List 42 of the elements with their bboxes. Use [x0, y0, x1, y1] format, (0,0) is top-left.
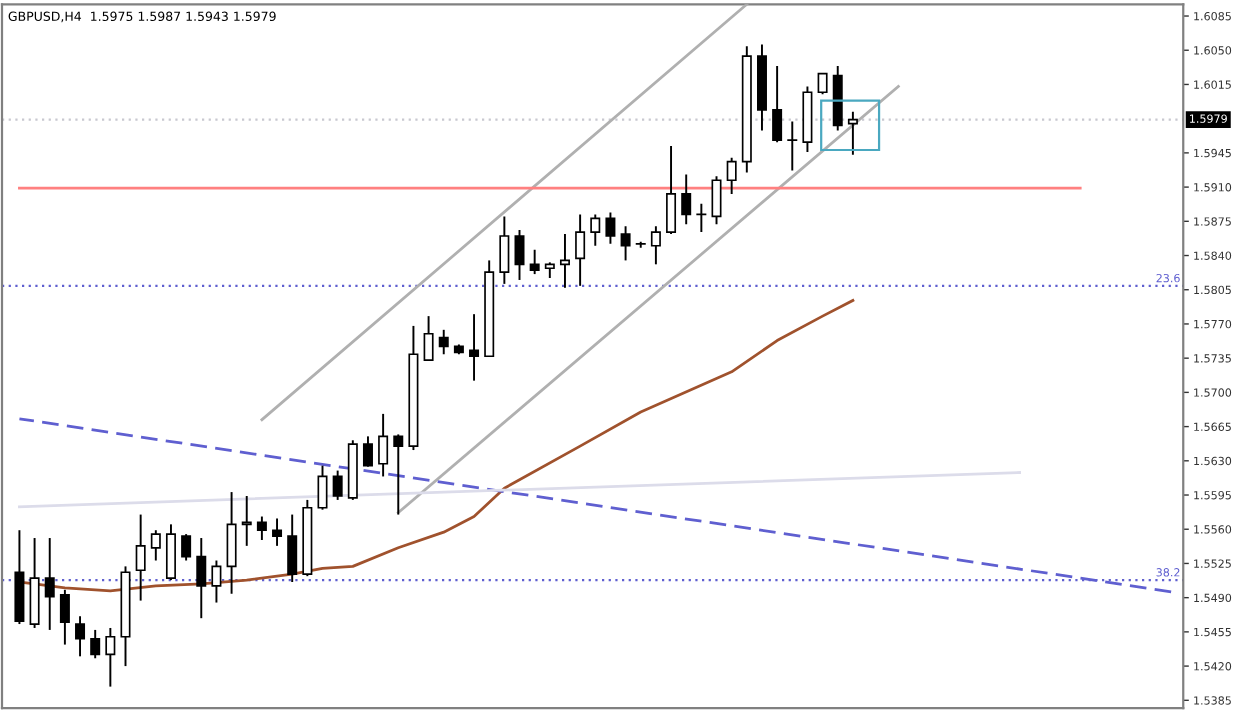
candlestick — [44, 537, 55, 631]
candlestick — [241, 495, 252, 547]
candlestick — [332, 469, 343, 501]
candlestick — [135, 513, 146, 602]
candlestick — [59, 588, 70, 646]
candlestick — [211, 559, 222, 604]
candlestick — [181, 533, 192, 562]
candlestick — [499, 215, 510, 285]
candlestick — [726, 156, 737, 195]
candlestick — [287, 513, 298, 583]
candlestick — [711, 175, 722, 226]
candlestick — [847, 110, 858, 156]
candlestick — [256, 515, 267, 541]
candlestick — [75, 615, 86, 658]
candlestick — [378, 412, 389, 478]
candlestick — [575, 213, 586, 287]
candlestick — [423, 315, 434, 362]
candlestick — [165, 523, 176, 582]
candlestick — [226, 491, 237, 595]
candlestick — [105, 627, 116, 688]
candlestick — [469, 313, 480, 382]
candlestick — [196, 537, 207, 620]
candlestick — [438, 328, 449, 356]
candlestick — [787, 120, 798, 172]
candlestick — [150, 529, 161, 562]
candlestick — [529, 248, 540, 276]
candlestick — [559, 233, 570, 289]
candlestick — [605, 211, 616, 245]
candlestick — [29, 537, 40, 629]
candlestick — [620, 225, 631, 262]
candlestick — [362, 435, 373, 468]
candlestick — [681, 173, 692, 226]
candlestick — [772, 64, 783, 144]
candlestick — [272, 517, 283, 547]
candlestick — [817, 72, 828, 96]
candlestick — [590, 213, 601, 247]
candlestick — [650, 225, 661, 266]
candlestick — [393, 433, 404, 516]
candlestick — [90, 628, 101, 660]
candlestick — [514, 229, 525, 281]
candlestick — [317, 464, 328, 511]
candlestick — [666, 145, 677, 235]
